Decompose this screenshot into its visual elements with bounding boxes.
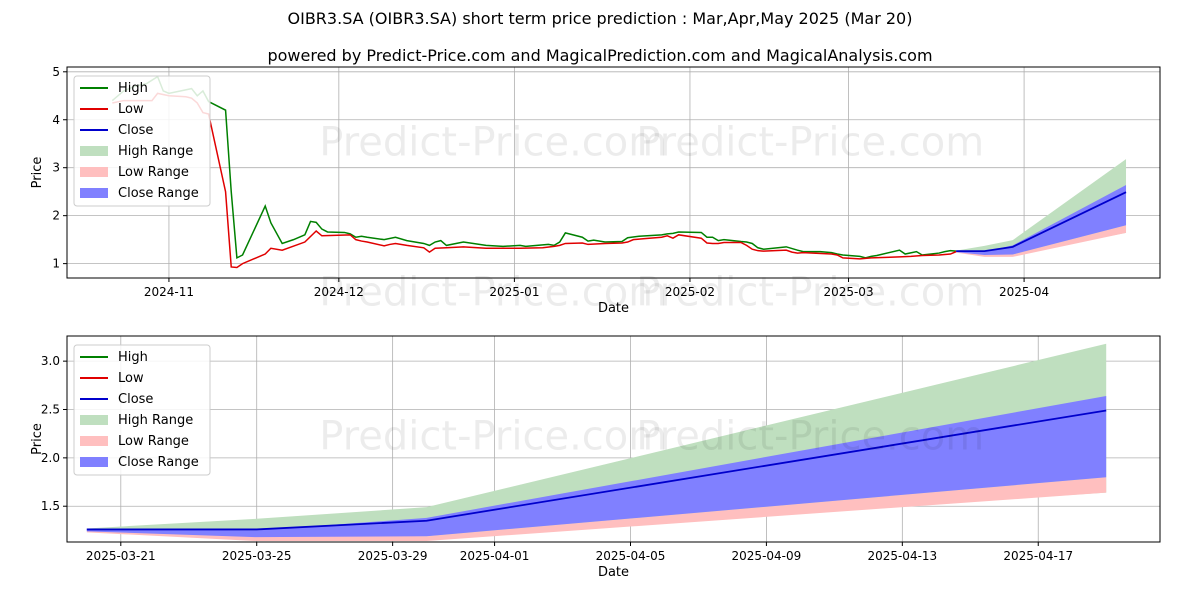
watermark-text: Predict-Price.com bbox=[319, 120, 667, 166]
panel-bottom-y-tick-label: 1.5 bbox=[41, 499, 60, 513]
watermark-text: Predict-Price.com bbox=[319, 413, 667, 459]
panel-top-legend-label-close: Close bbox=[118, 123, 153, 138]
panel-top-y-axis-label: Price bbox=[30, 157, 45, 189]
panel-top-legend-label-high: High bbox=[118, 81, 148, 96]
panel-bottom-close-series-line bbox=[86, 409, 1107, 531]
panel-top-y-tick-label: 2 bbox=[52, 209, 60, 223]
chart-title: OIBR3.SA (OIBR3.SA) short term price pre… bbox=[287, 9, 913, 28]
panel-top-legend-swatch-close_range bbox=[80, 188, 108, 198]
panel-bottom-x-tick-label: 2025-03-25 bbox=[222, 549, 292, 563]
panel-top-y-tick-label: 5 bbox=[52, 65, 60, 79]
panel-bottom-legend-swatch-close_range bbox=[80, 457, 108, 467]
panel-top-y-tick-label: 3 bbox=[52, 161, 60, 175]
panel-bottom-legend-label-low: Low bbox=[118, 371, 144, 386]
panel-top-legend-label-low_range: Low Range bbox=[118, 165, 189, 180]
watermark-text: Predict-Price.com bbox=[636, 413, 984, 459]
panel-top-legend-label-low: Low bbox=[118, 102, 144, 117]
panel-top-x-tick-label: 2024-11 bbox=[144, 285, 194, 299]
panel-bottom-y-axis-label: Price bbox=[30, 423, 45, 455]
panel-bottom-x-tick-label: 2025-04-01 bbox=[460, 549, 530, 563]
panel-bottom-close-range-band bbox=[86, 395, 1107, 538]
panel-top-y-tick-label: 4 bbox=[52, 113, 60, 127]
panel-top-x-tick-label: 2025-03 bbox=[823, 285, 873, 299]
panel-bottom-x-tick-label: 2025-04-05 bbox=[596, 549, 666, 563]
panel-bottom-y-tick-label: 2.5 bbox=[41, 403, 60, 417]
chart-subtitle: powered by Predict-Price.com and Magical… bbox=[267, 46, 933, 65]
panel-top-close-series-line bbox=[956, 191, 1127, 253]
panel-bottom-x-tick-label: 2025-03-29 bbox=[358, 549, 428, 563]
panel-bottom-x-tick-label: 2025-04-17 bbox=[1003, 549, 1073, 563]
watermark-text: Predict-Price.com bbox=[319, 269, 667, 315]
panel-bottom-legend-label-high: High bbox=[118, 350, 148, 365]
panel-bottom-y-tick-label: 3.0 bbox=[41, 354, 60, 368]
panel-bottom-legend-swatch-low_range bbox=[80, 436, 108, 446]
panel-top-low-series-line bbox=[112, 92, 957, 269]
panel-bottom-axes-frame bbox=[66, 335, 1161, 543]
panel-bottom-x-tick-label: 2025-03-21 bbox=[86, 549, 156, 563]
panel-top-x-tick-label: 2024-12 bbox=[314, 285, 364, 299]
panel-top-legend: High Low Close High Range Low Range Close Ran… bbox=[73, 75, 211, 207]
panel-bottom-legend-label-close: Close bbox=[118, 392, 153, 407]
panel-top-x-tick-label: 2025-02 bbox=[665, 285, 715, 299]
panel-bottom-x-tick-label: 2025-04-09 bbox=[732, 549, 802, 563]
panel-top-axes-frame bbox=[66, 66, 1161, 279]
panel-top-legend-swatch-high_range bbox=[80, 146, 108, 156]
panel-bottom-legend-swatch-high_range bbox=[80, 415, 108, 425]
panel-bottom-x-tick-label: 2025-04-13 bbox=[867, 549, 937, 563]
panel-bottom-legend-label-low_range: Low Range bbox=[118, 434, 189, 449]
panel-top-plot: 2024-11 2024-12 2025-01 2025-02 2025-03 2025-… bbox=[30, 65, 1161, 316]
panel-bottom-legend: High Low Close High Range Low Range Close Ran… bbox=[73, 344, 211, 476]
panel-bottom-y-tick-label: 2.0 bbox=[41, 451, 60, 465]
panel-top-legend-label-high_range: High Range bbox=[118, 144, 193, 159]
panel-top-legend-swatch-low_range bbox=[80, 167, 108, 177]
panel-bottom-legend-label-high_range: High Range bbox=[118, 413, 193, 428]
panel-top-x-tick-label: 2025-01 bbox=[489, 285, 539, 299]
panel-top-close-range-band bbox=[956, 184, 1127, 255]
panel-top-x-axis-label: Date bbox=[598, 301, 629, 316]
panel-top-high-series-line bbox=[111, 75, 957, 260]
panel-top-x-tick-label: 2025-04 bbox=[999, 285, 1049, 299]
panel-bottom-legend-label-close_range: Close Range bbox=[118, 455, 199, 470]
watermark-text: Predict-Price.com bbox=[636, 269, 984, 315]
panel-top-y-tick-label: 1 bbox=[52, 257, 60, 271]
panel-bottom-plot: 2025-03-21 2025-03-25 2025-03-29 2025-04-01… bbox=[30, 335, 1161, 580]
watermark-text: Predict-Price.com bbox=[636, 120, 984, 166]
panel-bottom-x-axis-label: Date bbox=[598, 565, 629, 580]
panel-top-legend-label-close_range: Close Range bbox=[118, 186, 199, 201]
